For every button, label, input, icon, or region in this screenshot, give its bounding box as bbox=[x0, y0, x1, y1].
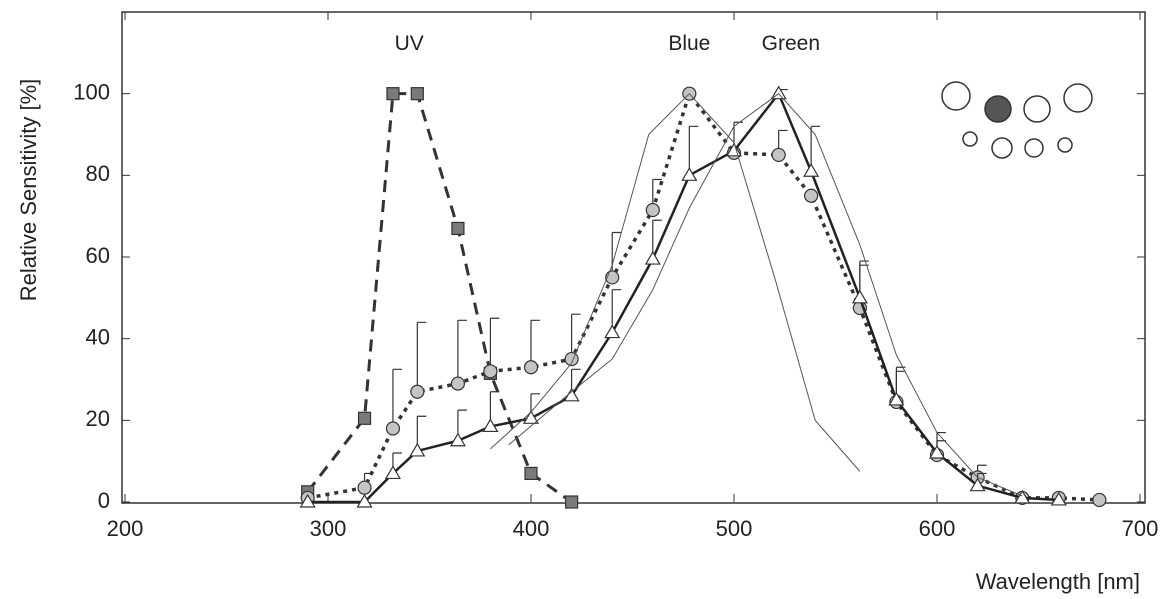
marker bbox=[385, 421, 401, 436]
marker bbox=[356, 493, 373, 508]
y-tick-label: 60 bbox=[86, 243, 110, 268]
marker bbox=[645, 202, 660, 218]
marker bbox=[386, 87, 400, 101]
annotation: UV bbox=[395, 32, 424, 55]
x-axis-label: Wavelength [nm] bbox=[976, 569, 1140, 594]
marker bbox=[450, 376, 466, 391]
marker bbox=[410, 87, 424, 101]
error-bar bbox=[457, 319, 467, 384]
series-line bbox=[490, 92, 861, 472]
marker bbox=[771, 147, 786, 163]
marker bbox=[969, 477, 986, 492]
error-bar bbox=[416, 321, 427, 392]
marker bbox=[357, 411, 372, 425]
series-line bbox=[508, 92, 1023, 497]
marker bbox=[851, 289, 868, 304]
series-line bbox=[306, 92, 573, 504]
x-tick-label: 500 bbox=[716, 516, 753, 541]
marker bbox=[410, 384, 425, 399]
x-tick-label: 300 bbox=[310, 516, 347, 541]
marker bbox=[644, 250, 661, 265]
y-tick-label: 100 bbox=[73, 79, 110, 104]
marker bbox=[563, 387, 580, 402]
annotation: Blue bbox=[668, 32, 710, 55]
error-bar bbox=[611, 231, 622, 278]
marker bbox=[1050, 491, 1067, 506]
error-bar bbox=[571, 313, 581, 360]
plot-frame bbox=[121, 11, 1146, 504]
marker bbox=[482, 418, 499, 433]
error-bar bbox=[688, 125, 699, 176]
annotation: Green bbox=[762, 32, 820, 55]
marker bbox=[523, 360, 539, 375]
marker bbox=[681, 167, 698, 181]
marker bbox=[522, 410, 540, 424]
marker bbox=[804, 188, 819, 203]
marker bbox=[299, 493, 316, 508]
marker bbox=[1014, 489, 1031, 504]
eye-icon bbox=[941, 81, 1093, 159]
marker bbox=[384, 465, 402, 480]
marker bbox=[409, 442, 426, 457]
marker bbox=[483, 364, 498, 379]
marker bbox=[451, 221, 465, 236]
marker bbox=[888, 391, 905, 406]
y-tick-label: 80 bbox=[86, 161, 110, 186]
error-bar bbox=[392, 368, 402, 429]
marker bbox=[928, 444, 946, 459]
marker bbox=[1092, 492, 1107, 508]
series-line bbox=[307, 91, 1059, 504]
x-tick-label: 400 bbox=[513, 516, 550, 541]
error-bar bbox=[489, 317, 500, 372]
x-tick-label: 600 bbox=[919, 516, 956, 541]
marker bbox=[449, 432, 466, 447]
y-tick-label: 40 bbox=[86, 324, 110, 349]
y-tick-label: 0 bbox=[98, 488, 110, 513]
series-line bbox=[307, 89, 1100, 502]
x-tick-label: 200 bbox=[107, 516, 144, 541]
marker bbox=[357, 480, 372, 495]
error-bar bbox=[810, 125, 821, 172]
y-axis-label: Relative Sensitivity [%] bbox=[16, 79, 41, 302]
error-bar bbox=[530, 319, 540, 368]
x-tick-label: 700 bbox=[1122, 516, 1159, 541]
y-tick-label: 20 bbox=[86, 406, 110, 431]
marker bbox=[604, 324, 621, 339]
marker bbox=[524, 466, 538, 481]
marker bbox=[803, 163, 820, 177]
marker bbox=[564, 495, 579, 509]
